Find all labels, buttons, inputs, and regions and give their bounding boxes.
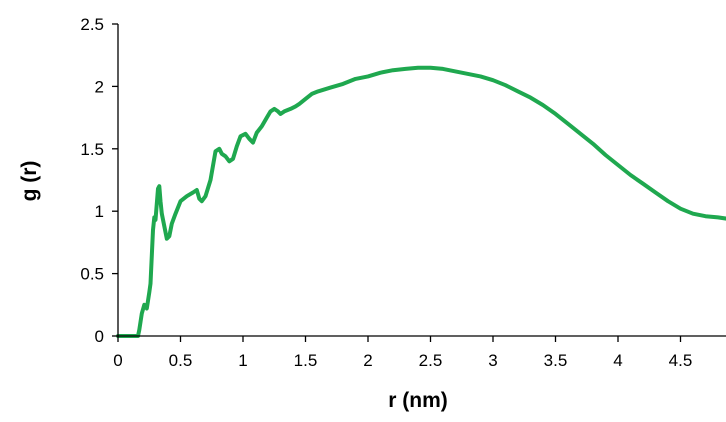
y-tick-label: 2 — [95, 77, 104, 96]
plot-area — [116, 65, 726, 338]
x-tick-label: 0 — [113, 351, 122, 370]
x-tick-label: 4.5 — [669, 351, 693, 370]
axes: 0 0.5 1 1.5 2 2.5 0 0.5 1 1.5 2 2.5 3 3.5 4 4.5 — [80, 15, 726, 370]
y-tick-label: 2.5 — [80, 15, 104, 34]
x-tick-label: 1 — [238, 351, 247, 370]
series-line-0 — [116, 65, 726, 338]
x-tick-label: 1.5 — [294, 351, 318, 370]
y-tick-label: 1.5 — [80, 140, 104, 159]
y-tick-label: 1 — [95, 202, 104, 221]
y-axis-title: g (r) — [18, 161, 41, 202]
x-tick-label: 4 — [613, 351, 622, 370]
x-tick-label: 2 — [363, 351, 372, 370]
x-tick-label: 0.5 — [169, 351, 193, 370]
y-tick-label: 0 — [95, 327, 104, 346]
x-tick-label: 3.5 — [544, 351, 568, 370]
x-tick-label: 2.5 — [419, 351, 443, 370]
x-axis-title: r (nm) — [388, 389, 448, 412]
y-tick-label: 0.5 — [80, 265, 104, 284]
x-tick-label: 3 — [488, 351, 497, 370]
